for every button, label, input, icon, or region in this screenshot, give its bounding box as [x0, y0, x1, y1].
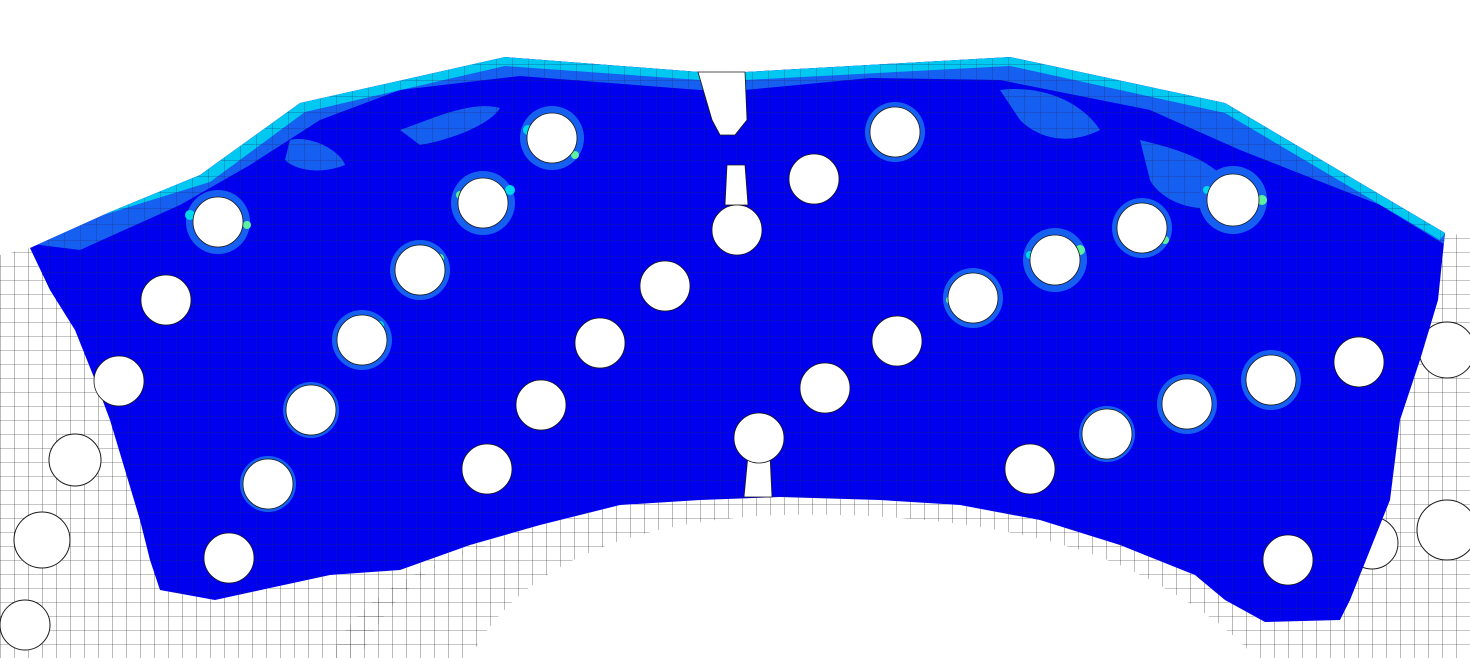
hole — [461, 443, 513, 495]
bg-bolt-hole — [13, 511, 71, 569]
hole — [1206, 173, 1260, 227]
hole — [1245, 354, 1297, 406]
bg-bolt-hole — [0, 599, 51, 651]
hole — [947, 272, 999, 324]
hole — [192, 196, 244, 248]
hole — [1262, 534, 1314, 586]
hole — [869, 106, 921, 158]
hole — [1081, 408, 1133, 460]
hole — [711, 204, 763, 256]
hole — [574, 317, 626, 369]
hole — [285, 384, 337, 436]
bg-bolt-hole — [48, 433, 102, 487]
bg-bolt-hole — [1416, 499, 1470, 561]
hole — [1333, 336, 1385, 388]
hole — [526, 112, 578, 164]
hole — [515, 379, 567, 431]
hole — [140, 274, 192, 326]
bolt-holes — [93, 106, 1385, 586]
hole — [639, 260, 691, 312]
hole — [1116, 202, 1168, 254]
hole — [336, 314, 388, 366]
mid-slot — [724, 164, 749, 206]
hole — [394, 244, 446, 296]
hole — [1161, 378, 1213, 430]
hole — [203, 532, 255, 584]
hole — [1029, 234, 1081, 286]
hole — [799, 362, 851, 414]
hole — [93, 355, 145, 407]
hole — [1004, 443, 1056, 495]
hole — [788, 153, 840, 205]
hole — [242, 458, 294, 510]
hole — [733, 412, 785, 464]
hole — [457, 177, 509, 229]
top-slot — [697, 71, 748, 136]
hole — [871, 315, 923, 367]
